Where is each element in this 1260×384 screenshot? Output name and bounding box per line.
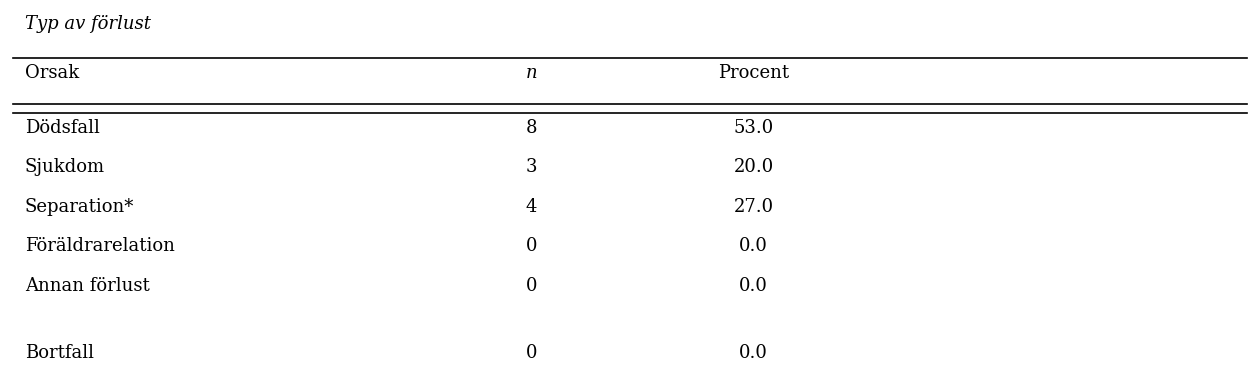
Text: 8: 8 <box>525 119 537 137</box>
Text: 0: 0 <box>525 344 537 362</box>
Text: 53.0: 53.0 <box>733 119 774 137</box>
Text: 0.0: 0.0 <box>740 237 767 255</box>
Text: Procent: Procent <box>718 64 789 82</box>
Text: Dödsfall: Dödsfall <box>25 119 100 137</box>
Text: Typ av förlust: Typ av förlust <box>25 15 151 33</box>
Text: Separation*: Separation* <box>25 198 135 216</box>
Text: n: n <box>525 64 537 82</box>
Text: 20.0: 20.0 <box>733 158 774 176</box>
Text: 27.0: 27.0 <box>733 198 774 216</box>
Text: Bortfall: Bortfall <box>25 344 94 362</box>
Text: 0.0: 0.0 <box>740 344 767 362</box>
Text: 0: 0 <box>525 237 537 255</box>
Text: Orsak: Orsak <box>25 64 79 82</box>
Text: Föräldrarelation: Föräldrarelation <box>25 237 175 255</box>
Text: Annan förlust: Annan förlust <box>25 276 150 295</box>
Text: 0: 0 <box>525 276 537 295</box>
Text: 4: 4 <box>525 198 537 216</box>
Text: 3: 3 <box>525 158 537 176</box>
Text: 0.0: 0.0 <box>740 276 767 295</box>
Text: Sjukdom: Sjukdom <box>25 158 105 176</box>
